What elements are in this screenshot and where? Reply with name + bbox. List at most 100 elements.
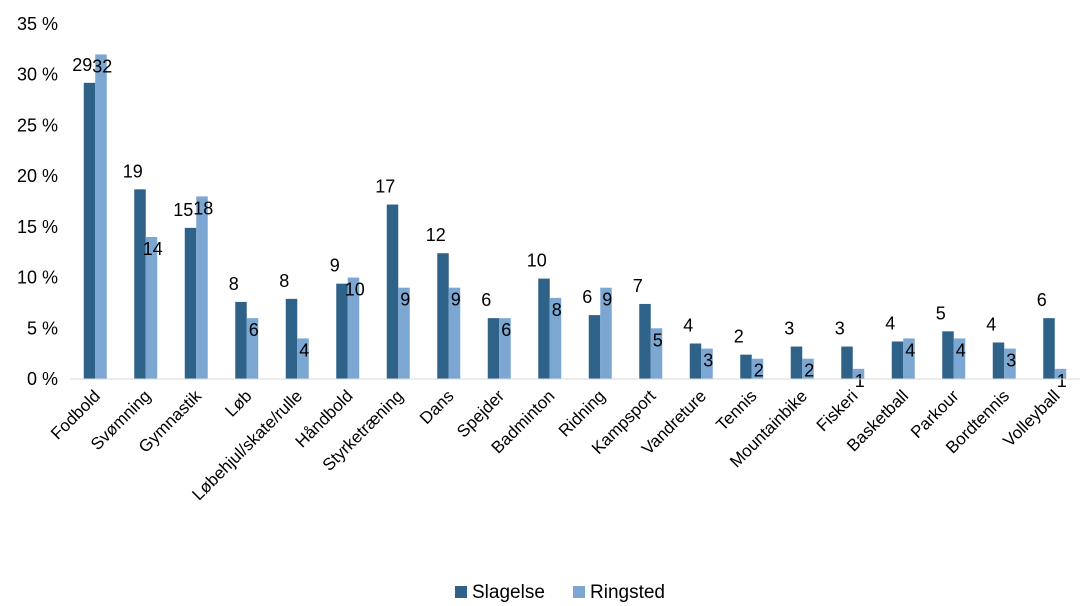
bar-ringsted bbox=[398, 287, 410, 379]
bar-slagelse bbox=[942, 331, 954, 379]
legend: Slagelse Ringsted bbox=[455, 582, 665, 603]
data-label-slagelse: 9 bbox=[330, 256, 340, 276]
bar-ringsted bbox=[953, 338, 966, 379]
bar-ringsted bbox=[802, 358, 814, 379]
data-label-ringsted: 4 bbox=[905, 340, 915, 360]
bar-slagelse bbox=[487, 318, 500, 379]
data-label-slagelse: 6 bbox=[481, 290, 491, 310]
data-label-ringsted: 3 bbox=[1006, 351, 1016, 371]
bar-slagelse bbox=[992, 342, 1005, 379]
bar-ringsted bbox=[1054, 368, 1067, 379]
x-tick-label: Løb bbox=[221, 386, 255, 420]
bar-slagelse bbox=[134, 189, 146, 379]
data-label-ringsted: 1 bbox=[1057, 371, 1067, 391]
bar-slagelse bbox=[184, 227, 197, 379]
bar-ringsted bbox=[448, 287, 461, 379]
data-label-ringsted: 9 bbox=[602, 290, 612, 310]
bar-ringsted bbox=[852, 368, 865, 379]
bar-slagelse bbox=[83, 82, 96, 379]
bar-slagelse bbox=[1043, 318, 1055, 379]
legend-swatch-ringsted bbox=[573, 586, 585, 598]
bars bbox=[83, 54, 1067, 380]
data-label-ringsted: 2 bbox=[754, 361, 764, 381]
data-label-slagelse: 3 bbox=[835, 319, 845, 339]
data-label-ringsted: 14 bbox=[143, 239, 163, 259]
bar-ringsted bbox=[246, 318, 259, 379]
data-label-slagelse: 6 bbox=[1037, 290, 1047, 310]
data-label-ringsted: 3 bbox=[703, 351, 713, 371]
data-label-slagelse: 17 bbox=[375, 177, 395, 197]
legend-swatch-slagelse bbox=[455, 586, 467, 598]
bar-slagelse bbox=[588, 315, 601, 379]
data-label-ringsted: 9 bbox=[400, 290, 410, 310]
bar-ringsted bbox=[701, 348, 713, 379]
data-label-slagelse: 3 bbox=[784, 319, 794, 339]
data-label-slagelse: 2 bbox=[734, 327, 744, 347]
bar-ringsted bbox=[751, 358, 764, 379]
x-tick-label: Tennis bbox=[712, 386, 760, 434]
bar-slagelse bbox=[740, 354, 752, 379]
y-tick-label: 35 % bbox=[17, 14, 58, 34]
data-label-slagelse: 4 bbox=[986, 314, 996, 334]
bar-ringsted bbox=[1004, 348, 1016, 379]
data-label-slagelse: 5 bbox=[936, 303, 946, 323]
y-tick-label: 30 % bbox=[17, 65, 58, 85]
data-label-slagelse: 4 bbox=[885, 313, 895, 333]
legend-label-slagelse: Slagelse bbox=[472, 582, 545, 603]
bar-slagelse bbox=[437, 253, 449, 379]
x-tick-label: Fiskeri bbox=[813, 386, 862, 435]
bar-ringsted bbox=[347, 277, 360, 379]
bar-ringsted bbox=[297, 338, 309, 379]
bar-slagelse bbox=[790, 346, 803, 379]
data-label-ringsted: 18 bbox=[193, 198, 213, 218]
data-label-ringsted: 10 bbox=[345, 280, 365, 300]
y-tick-label: 10 % bbox=[17, 268, 58, 288]
data-label-ringsted: 32 bbox=[92, 56, 112, 76]
bar-slagelse bbox=[639, 303, 651, 379]
data-label-ringsted: 1 bbox=[855, 371, 865, 391]
bar-ringsted bbox=[499, 318, 511, 379]
data-label-slagelse: 4 bbox=[683, 316, 693, 336]
y-tick-label: 25 % bbox=[17, 115, 58, 135]
bar-ringsted bbox=[196, 196, 208, 379]
y-tick-label: 5 % bbox=[27, 318, 58, 338]
bar-ringsted bbox=[600, 287, 612, 379]
y-axis: 0 % 5 % 10 % 15 % 20 % 25 % 30 % 35 % bbox=[17, 14, 58, 389]
bar-ringsted bbox=[650, 328, 663, 379]
data-label-ringsted: 6 bbox=[501, 320, 511, 340]
data-label-slagelse: 6 bbox=[582, 287, 592, 307]
data-label-slagelse: 8 bbox=[229, 274, 239, 294]
data-label-ringsted: 8 bbox=[552, 300, 562, 320]
data-label-slagelse: 19 bbox=[123, 161, 143, 181]
bar-ringsted bbox=[145, 237, 158, 379]
bar-slagelse bbox=[285, 298, 298, 379]
legend-label-ringsted: Ringsted bbox=[590, 582, 665, 603]
bar-slagelse bbox=[386, 204, 399, 379]
bar-ringsted bbox=[903, 338, 915, 379]
data-label-slagelse: 12 bbox=[426, 225, 446, 245]
data-label-slagelse: 10 bbox=[527, 251, 547, 271]
bar-slagelse bbox=[841, 346, 853, 379]
bar-slagelse bbox=[336, 283, 348, 379]
data-label-slagelse: 29 bbox=[72, 55, 92, 75]
data-label-ringsted: 9 bbox=[451, 290, 461, 310]
y-tick-label: 0 % bbox=[27, 369, 58, 389]
y-tick-label: 20 % bbox=[17, 166, 58, 186]
data-label-ringsted: 4 bbox=[956, 340, 966, 360]
data-label-ringsted: 4 bbox=[299, 340, 309, 360]
data-label-ringsted: 5 bbox=[653, 330, 663, 350]
data-label-slagelse: 8 bbox=[279, 271, 289, 291]
y-tick-label: 15 % bbox=[17, 217, 58, 237]
bar-slagelse bbox=[891, 341, 904, 379]
x-tick-label: Dans bbox=[416, 386, 457, 427]
bar-slagelse bbox=[689, 343, 702, 379]
data-label-ringsted: 2 bbox=[804, 361, 814, 381]
data-label-slagelse: 15 bbox=[173, 200, 193, 220]
data-label-slagelse: 7 bbox=[633, 276, 643, 296]
bar-ringsted bbox=[95, 54, 107, 380]
bar-slagelse bbox=[538, 278, 550, 379]
bar-ringsted bbox=[549, 297, 562, 379]
